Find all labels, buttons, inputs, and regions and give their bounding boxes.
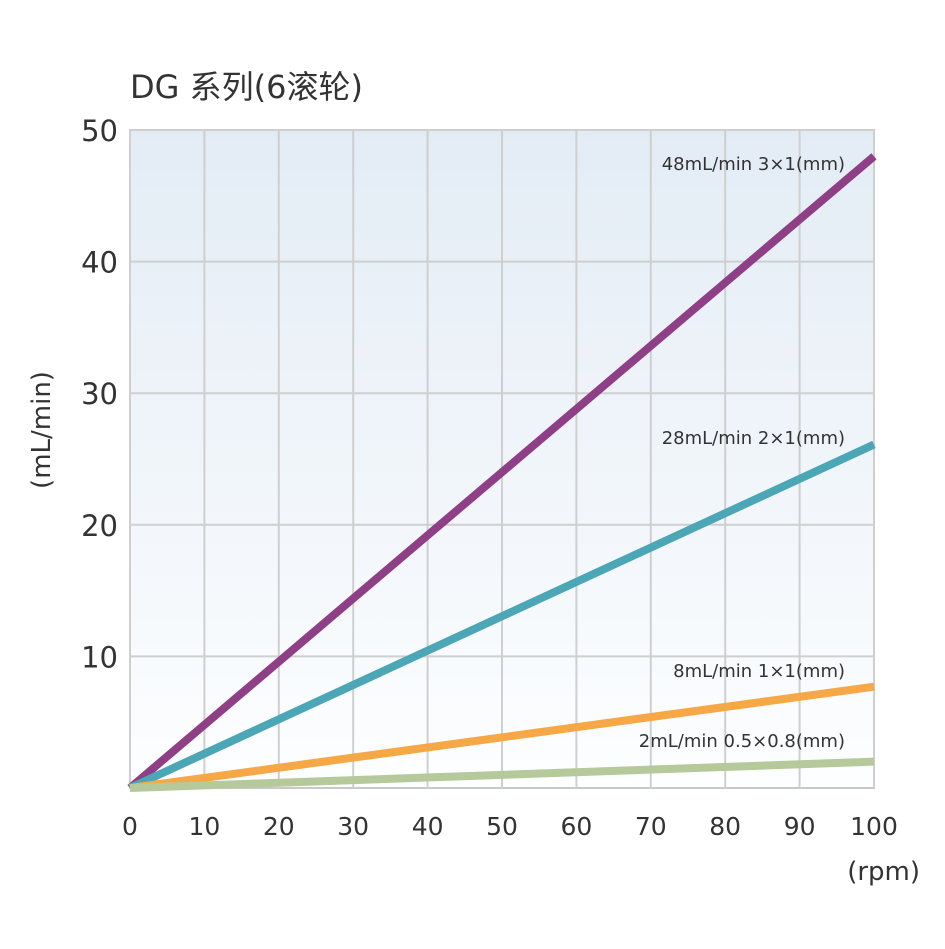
- x-tick-label: 100: [850, 812, 898, 841]
- x-tick-label: 90: [784, 812, 816, 841]
- chart-title: DG 系列(6滚轮): [130, 68, 363, 106]
- series-label: 48mL/min 3×1(mm): [662, 154, 845, 175]
- y-tick-label: 40: [81, 246, 118, 280]
- x-tick-label: 80: [709, 812, 741, 841]
- y-tick-label: 30: [81, 377, 118, 411]
- series-label: 8mL/min 1×1(mm): [673, 661, 845, 682]
- x-tick-label: 20: [263, 812, 295, 841]
- x-tick-label: 50: [486, 812, 518, 841]
- series-line: [129, 757, 875, 792]
- series-line: [128, 440, 876, 792]
- series-line: [127, 153, 877, 792]
- x-tick-label: 60: [560, 812, 592, 841]
- y-axis-label: (mL/min): [27, 371, 57, 489]
- series-line: [129, 682, 875, 792]
- x-tick-label: 70: [635, 812, 667, 841]
- x-tick-label: 30: [337, 812, 369, 841]
- series-label: 28mL/min 2×1(mm): [662, 428, 845, 449]
- x-axis-label: (rpm): [847, 857, 920, 887]
- series-label: 2mL/min 0.5×0.8(mm): [639, 731, 845, 752]
- y-tick-label: 20: [81, 509, 118, 543]
- x-tick-label: 10: [188, 812, 220, 841]
- y-tick-label: 10: [81, 640, 118, 674]
- x-tick-label: 40: [412, 812, 444, 841]
- y-tick-label: 50: [81, 114, 118, 148]
- x-tick-label: 0: [122, 812, 138, 841]
